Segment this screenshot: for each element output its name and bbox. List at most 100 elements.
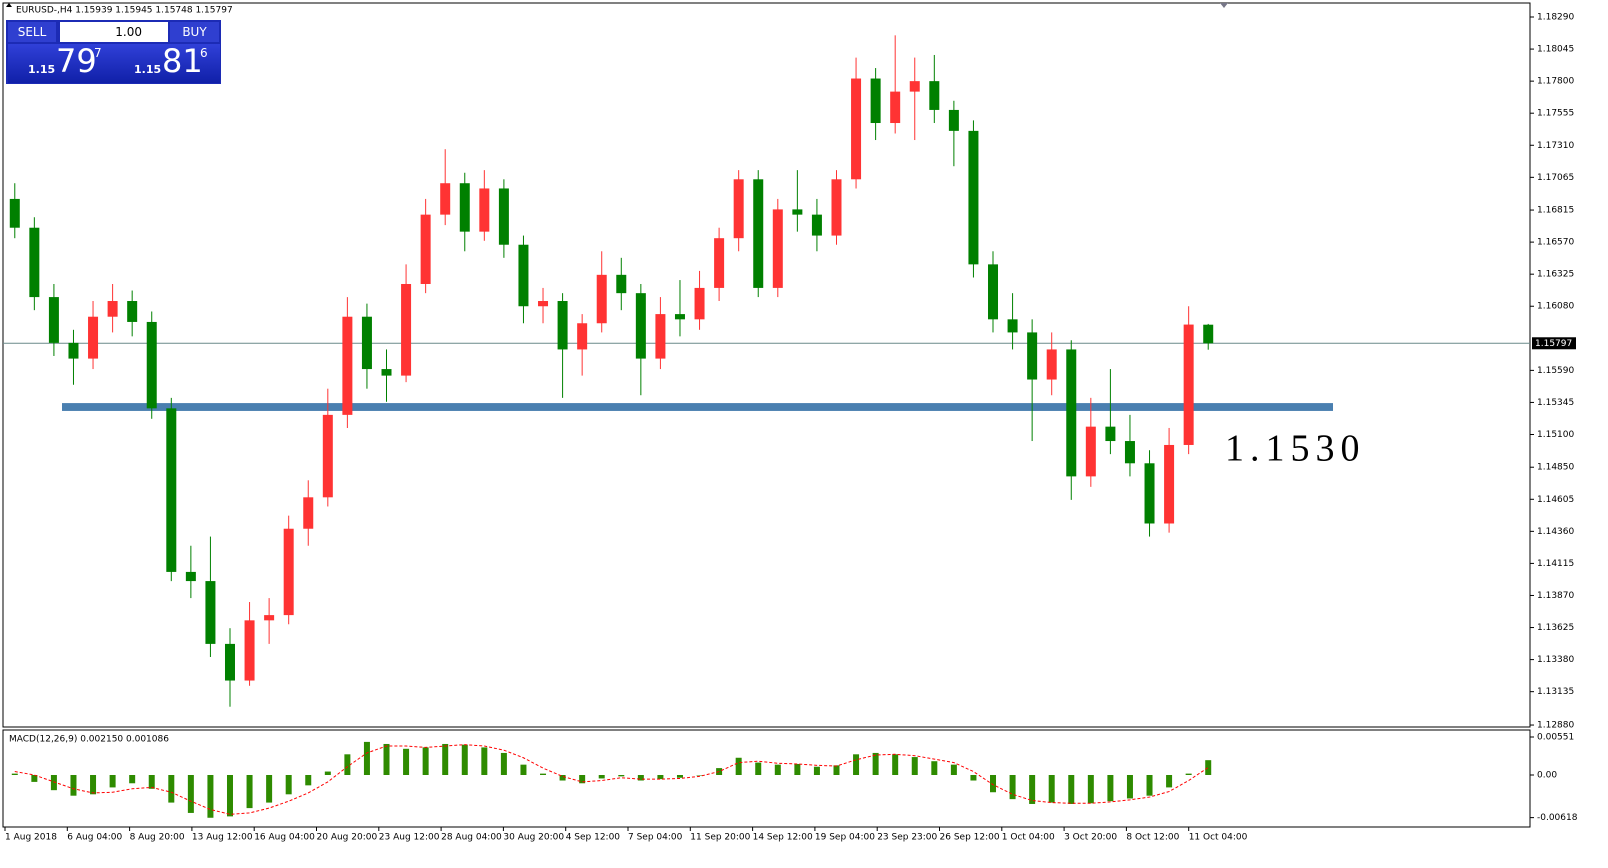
macd-bar [853, 754, 860, 775]
candle-body [792, 209, 803, 215]
candle-body [420, 214, 431, 284]
macd-bar [442, 743, 449, 775]
y-tick-label: 1.16325 [1537, 270, 1574, 280]
x-tick-label: 26 Sep 12:00 [940, 833, 1000, 843]
candle-body [577, 323, 588, 350]
y-tick-label: 1.13625 [1537, 623, 1574, 633]
macd-bar [422, 747, 429, 775]
x-tick-label: 7 Sep 04:00 [628, 833, 683, 843]
macd-bar [246, 775, 253, 809]
macd-bar [970, 775, 977, 781]
macd-bar [148, 775, 155, 789]
x-tick-label: 23 Sep 23:00 [877, 833, 937, 843]
macd-bar [344, 754, 351, 775]
macd-bar [500, 752, 507, 775]
candle-body [909, 81, 920, 92]
candle-body [1027, 332, 1038, 380]
macd-bar [618, 775, 625, 777]
x-tick-label: 19 Sep 04:00 [815, 833, 875, 843]
candle-body [127, 301, 138, 322]
candle-body [596, 274, 607, 324]
macd-bar [1146, 775, 1153, 796]
x-tick-label: 3 Oct 20:00 [1064, 833, 1117, 843]
candle-body [303, 497, 314, 529]
candle-body [322, 414, 333, 498]
y-tick-label: 1.14115 [1537, 559, 1574, 569]
x-tick-label: 16 Aug 04:00 [254, 833, 315, 843]
macd-bar [637, 775, 644, 781]
trade-panel: SELL 1.00 BUY 1.15 79 7 1.15 81 6 [6, 20, 221, 84]
y-tick-label: 1.15345 [1537, 398, 1574, 408]
macd-label: MACD(12,26,9) 0.002150 0.001086 [9, 735, 169, 745]
buy-button[interactable]: BUY [170, 22, 219, 42]
shift-marker [1220, 3, 1228, 8]
macd-bar [892, 754, 899, 775]
macd-bar [520, 764, 527, 775]
x-tick-label: 11 Sep 20:00 [690, 833, 750, 843]
x-tick-label: 4 Sep 12:00 [566, 833, 621, 843]
x-tick-label: 20 Aug 20:00 [317, 833, 378, 843]
macd-bar [1107, 775, 1114, 802]
candle-body [1085, 426, 1096, 477]
current-price-label: 1.15797 [1535, 339, 1572, 349]
lot-input[interactable]: 1.00 [60, 22, 168, 42]
macd-bar [1185, 773, 1192, 775]
candle-body [616, 274, 627, 294]
ask-pip: 6 [200, 46, 208, 60]
candle-body [1007, 319, 1018, 333]
header-arrow [6, 3, 12, 7]
macd-bar [598, 775, 605, 779]
support-zone [62, 403, 1333, 411]
candle-body [185, 571, 196, 582]
macd-tick-label: -0.00618 [1537, 813, 1578, 823]
y-tick-label: 1.13135 [1537, 687, 1574, 697]
candle-body [459, 183, 470, 232]
macd-tick-label: 0.00 [1537, 771, 1557, 781]
macd-bar [931, 761, 938, 775]
candle-body [831, 179, 842, 236]
x-tick-label: 8 Oct 12:00 [1126, 833, 1179, 843]
bid-big: 1.15 [28, 63, 56, 76]
ask-quote[interactable]: 1.15 81 6 [114, 42, 220, 83]
macd-bar [129, 775, 136, 784]
macd-bar [1205, 760, 1212, 775]
x-tick-label: 30 Aug 20:00 [503, 833, 564, 843]
bid-quote[interactable]: 1.15 79 7 [8, 42, 114, 83]
candle-body [107, 301, 118, 317]
candle-body [244, 620, 255, 681]
candle-body [1183, 324, 1194, 445]
macd-bar [579, 775, 586, 784]
sell-button[interactable]: SELL [8, 22, 56, 42]
x-tick-label: 23 Aug 12:00 [379, 833, 440, 843]
macd-bar [833, 765, 840, 775]
macd-bar [285, 775, 292, 795]
macd-bar [735, 757, 742, 775]
macd-signal [14, 744, 1209, 815]
macd-bar [187, 775, 194, 813]
macd-bar [676, 775, 683, 778]
candle-body [988, 264, 999, 320]
macd-bar [168, 775, 175, 803]
macd-bar [109, 775, 116, 788]
y-tick-label: 1.16815 [1537, 206, 1574, 216]
macd-bar [1166, 775, 1173, 788]
macd-bar [207, 775, 214, 818]
macd-bar [1068, 775, 1075, 804]
candle-body [479, 188, 490, 232]
y-tick-label: 1.14850 [1537, 463, 1574, 473]
x-tick-label: 11 Oct 04:00 [1189, 833, 1248, 843]
x-tick-label: 13 Aug 12:00 [192, 833, 253, 843]
x-tick-label: 28 Aug 04:00 [441, 833, 502, 843]
y-tick-label: 1.14360 [1537, 527, 1574, 537]
candle-body [264, 615, 275, 621]
candle-body [890, 91, 901, 124]
x-tick-label: 14 Sep 12:00 [753, 833, 813, 843]
y-tick-label: 1.17800 [1537, 77, 1574, 87]
candle-body [753, 179, 764, 288]
macd-bar [305, 775, 312, 786]
macd-bar [324, 771, 331, 775]
candle-body [674, 314, 685, 320]
x-tick-label: 8 Aug 20:00 [130, 833, 185, 843]
macd-bar [1029, 775, 1036, 804]
